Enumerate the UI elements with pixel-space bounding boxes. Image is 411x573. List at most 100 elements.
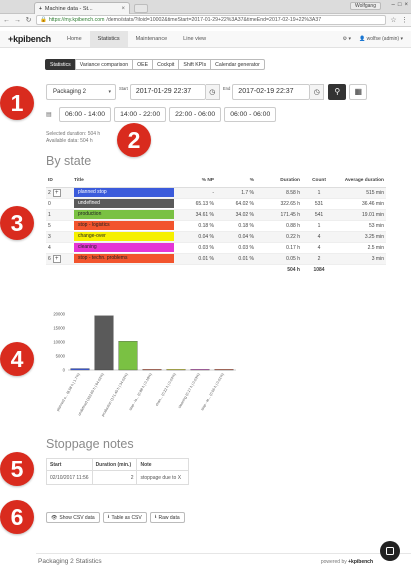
maximize-icon[interactable]: □ xyxy=(397,2,402,8)
state-duration: 8.58 h xyxy=(256,187,302,199)
chart-bar[interactable] xyxy=(142,369,162,371)
shift-button[interactable]: 22:00 - 06:00 xyxy=(169,107,222,122)
download-icon: ⭳ xyxy=(154,513,157,520)
chart-bar[interactable] xyxy=(214,369,234,371)
state-count: 2 xyxy=(302,253,336,265)
chart-bar[interactable] xyxy=(190,369,210,371)
stoppage-note: stoppage due to X xyxy=(136,470,189,485)
table-csv-button[interactable]: ⭳ Table as CSV xyxy=(102,512,147,523)
machine-select[interactable]: Packaging 2 ▾ xyxy=(46,83,116,100)
shift-button[interactable]: 14:00 - 22:00 xyxy=(114,107,167,122)
state-pct: 34.02 % xyxy=(216,209,256,221)
total-empty xyxy=(336,264,386,275)
state-title-cell: undefined xyxy=(72,198,176,210)
y-tick-label: 15000 xyxy=(53,326,65,331)
browser-tab[interactable]: + Machine data - St... × xyxy=(34,2,130,14)
footer-powered-by: powered by +kpibench xyxy=(321,559,373,565)
total-empty xyxy=(46,264,72,275)
shift-button[interactable]: 06:00 - 06:00 xyxy=(224,107,277,122)
close-window-icon[interactable]: × xyxy=(404,2,408,8)
state-pct: 0.01 % xyxy=(216,253,256,265)
nav-maintenance[interactable]: Maintenance xyxy=(135,36,168,42)
table-row: 1 production 34.61 % 34.02 % 171.45 h 541 19.0… xyxy=(46,209,386,221)
start-date-input[interactable]: 2017-01-29 22:37 xyxy=(129,83,206,100)
end-clock-button[interactable]: ◷ xyxy=(310,83,325,100)
app-navbar: +kpibench Home Statistics Maintenance Line … xyxy=(0,31,411,48)
state-count: 4 xyxy=(302,242,336,254)
subnav-variance-comparison[interactable]: Variance comparison xyxy=(74,59,134,70)
settings-dropdown[interactable]: ⚙ ▾ xyxy=(342,36,351,42)
raw-data-label: Raw data xyxy=(158,514,180,521)
marker-6: 6 xyxy=(0,500,34,534)
column-header: % NP xyxy=(176,175,216,188)
chart-bar[interactable] xyxy=(118,341,138,371)
new-tab-button[interactable] xyxy=(134,4,148,13)
end-date-input[interactable]: 2017-02-19 22:37 xyxy=(232,83,311,100)
minimize-icon[interactable]: – xyxy=(391,2,395,8)
subnav-oee[interactable]: OEE xyxy=(132,59,154,70)
state-title: planned stop xyxy=(74,188,174,197)
marker-4: 4 xyxy=(0,342,34,376)
table-row: 02/10/2017 11:56 2 stoppage due to X xyxy=(46,470,189,485)
state-np: 34.61 % xyxy=(176,209,216,221)
chat-button[interactable] xyxy=(380,541,400,561)
tab-close-icon[interactable]: × xyxy=(121,5,125,12)
total-duration: 504 h xyxy=(256,264,302,275)
reload-icon[interactable]: ↻ xyxy=(25,17,32,24)
expand-plus-icon[interactable]: + xyxy=(52,188,61,197)
forward-icon[interactable]: → xyxy=(14,16,21,24)
state-id: 1 xyxy=(48,211,51,218)
table-row: 4 cleaning 0.03 % 0.03 % 0.17 h 4 2.5 min xyxy=(46,242,386,254)
state-count: 4 xyxy=(302,231,336,243)
state-duration: 171.45 h xyxy=(256,209,302,221)
page-favicon-icon: + xyxy=(39,5,42,12)
nav-statistics[interactable]: Statistics xyxy=(89,31,128,47)
state-duration: 322.65 h xyxy=(256,198,302,210)
state-count: 1 xyxy=(302,187,336,199)
expand-plus-icon[interactable]: + xyxy=(52,254,61,263)
state-title: undefined xyxy=(74,199,174,208)
user-dropdown[interactable]: 👤 wolfse (admin) ▾ xyxy=(358,36,403,42)
search-icon: ⚲ xyxy=(334,87,341,96)
browser-menu-icon[interactable]: ⋮ xyxy=(401,17,408,24)
nav-line-view[interactable]: Line view xyxy=(183,36,207,42)
table-row: 5 stop - logistics 0.18 % 0.18 % 0.88 h 1 53 m… xyxy=(46,220,386,232)
machine-select-value: Packaging 2 xyxy=(53,88,87,95)
chart-bar[interactable] xyxy=(70,368,90,371)
subnav-shift-kpis[interactable]: Shift KPIs xyxy=(178,59,212,70)
subnav-cockpit[interactable]: Cockpit xyxy=(152,59,180,70)
state-avg-duration: 19.01 min xyxy=(336,209,386,221)
chart-bar[interactable] xyxy=(94,315,114,371)
y-tick-label: 20000 xyxy=(53,312,65,317)
chevron-down-icon: ▾ xyxy=(108,88,111,95)
table-row: 0 undefined 65.13 % 64.02 % 322.65 h 531 36.46… xyxy=(46,198,386,210)
state-title-cell: production xyxy=(72,209,176,221)
subnav-statistics[interactable]: Statistics xyxy=(45,59,76,70)
bookmark-star-icon[interactable]: ☆ xyxy=(390,17,397,24)
kpibench-logo[interactable]: +kpibench xyxy=(8,34,51,44)
main-nav: Home Statistics Maintenance Line view xyxy=(59,31,214,47)
back-icon[interactable]: ← xyxy=(3,16,10,24)
state-id-cell: 0 xyxy=(46,198,72,210)
chart-bar[interactable] xyxy=(166,369,186,371)
state-avg-duration: 36.46 min xyxy=(336,198,386,210)
column-header: ID xyxy=(46,175,72,188)
search-button[interactable]: ⚲ xyxy=(328,83,347,100)
state-title-cell: cleaning xyxy=(72,242,176,254)
browser-profile-badge[interactable]: Wolfgang xyxy=(349,2,381,10)
show-csv-button[interactable]: 👁 Show CSV data xyxy=(46,512,100,523)
state-id-cell: 1 xyxy=(46,209,72,221)
x-tick-label: stop - lo... (0.88 h | 0.18%) xyxy=(128,373,153,412)
nav-home[interactable]: Home xyxy=(66,36,82,42)
raw-data-button[interactable]: ⭳ Raw data xyxy=(149,512,185,523)
start-clock-button[interactable]: ◷ xyxy=(205,83,220,100)
state-pct: 0.03 % xyxy=(216,242,256,254)
url-input[interactable]: 🔒 https://my.kpibench.com /demo/stats/?i… xyxy=(36,15,386,25)
by-state-title: By state xyxy=(46,154,92,168)
x-tick-label: planned s... (8.58 h | 1.7%) xyxy=(56,373,81,412)
y-tick-label: 5000 xyxy=(56,354,66,359)
shift-button[interactable]: 06:00 - 14:00 xyxy=(59,107,112,122)
subnav-calendar-generator[interactable]: Calendar generator xyxy=(210,59,265,70)
x-tick-label: undefined (322.65 h | 64.02%) xyxy=(77,373,105,417)
table-view-button[interactable]: ▦ xyxy=(349,83,368,100)
